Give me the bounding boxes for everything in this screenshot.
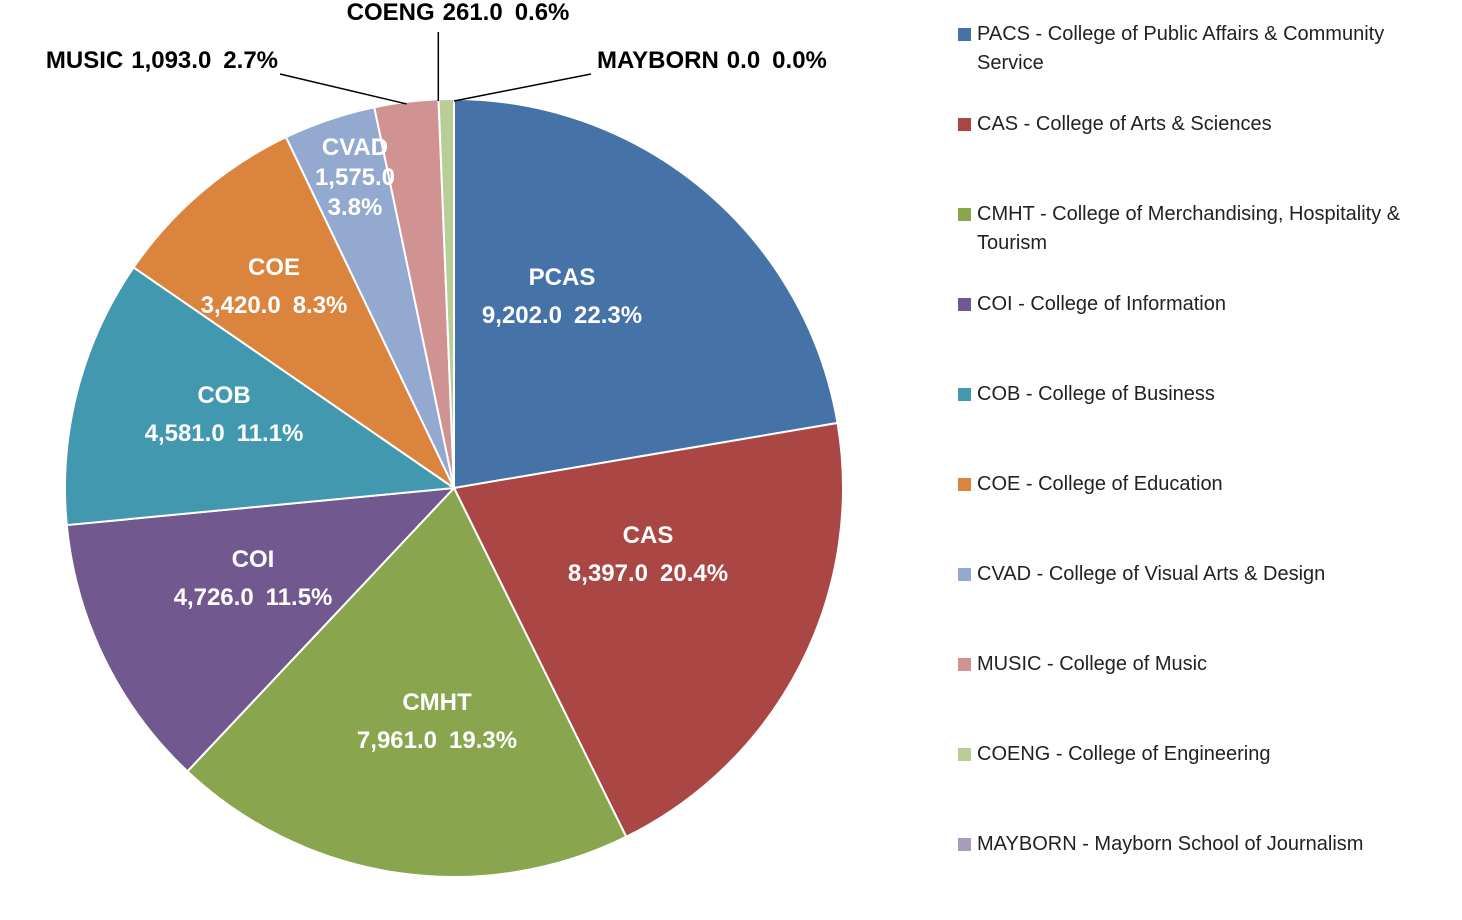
slice-percent: 8.3% [293,292,348,319]
slice-label: CAS 8,397.0 20.4% [568,522,728,587]
legend-swatch [958,298,971,311]
slice-name: MAYBORN [597,47,719,74]
legend-item: CAS - College of Arts & Sciences [958,110,1448,200]
slice-label: COENG 261.0 0.6% [347,0,570,26]
slice-percent: 11.5% [266,584,333,611]
slice-label: CMHT 7,961.0 19.3% [357,689,517,754]
legend-swatch [958,838,971,851]
slice-value: 1,093.0 [131,47,211,74]
slice-percent: 20.4% [660,560,728,587]
leader-line [279,73,407,105]
legend-item: COB - College of Business [958,380,1448,470]
legend-swatch [958,118,971,131]
legend-item: PACS - College of Public Affairs & Commu… [958,20,1448,110]
slice-name: CAS [623,522,674,549]
slice-percent: 3.8% [328,194,383,221]
slice-label: COE 3,420.0 8.3% [201,254,348,319]
slice-name: COI [232,546,275,573]
legend-label: CVAD - College of Visual Arts & Design [977,563,1326,585]
slice-value: 1,575.0 [315,164,395,191]
legend-label: CAS - College of Arts & Sciences [977,113,1272,135]
slice-label: CVAD 1,575.0 3.8% [315,134,395,221]
slice-value: 4,726.0 [174,584,254,611]
legend-item: MUSIC - College of Music [958,650,1448,740]
legend-label: COE - College of Education [977,473,1223,495]
slice-percent: 0.0% [772,47,827,74]
slice-label: COI 4,726.0 11.5% [174,546,333,611]
legend-label: COB - College of Business [977,383,1215,405]
legend-label: COI - College of Information [977,293,1226,315]
slice-label: PCAS 9,202.0 22.3% [482,264,642,329]
slice-name: COB [197,382,250,409]
leader-line [453,73,592,102]
legend-label: COENG - College of Engineering [977,743,1271,765]
pie-slice [64,266,457,527]
slice-percent: 22.3% [574,302,642,329]
slice-value: 261.0 [443,0,503,26]
slice-name: COENG [347,0,435,26]
legend-label: MUSIC - College of Music [977,653,1208,675]
legend-item: COE - College of Education [958,470,1448,560]
chart: PCAS 9,202.0 22.3% CAS 8,397.0 20.4% CMHT 7,961… [46,0,844,877]
slice-name: CMHT [402,689,472,716]
legend-item: COENG - College of Engineering [958,740,1448,830]
pie-slice [186,486,628,877]
page: PCAS 9,202.0 22.3% CAS 8,397.0 20.4% CMHT 7,961… [45,0,1401,877]
slice-value: 9,202.0 [482,302,562,329]
legend-label: CMHT - College of Merchandising, Hospita… [977,203,1401,254]
slice-value: 4,581.0 [145,420,225,447]
slice-percent: 2.7% [223,47,278,74]
slice-percent: 11.1% [237,420,304,447]
slice-value: 3,420.0 [201,292,281,319]
slice-percent: 19.3% [449,727,517,754]
legend-swatch [958,478,971,491]
legend-item: CVAD - College of Visual Arts & Design [958,560,1448,650]
slice-name: PCAS [529,264,596,291]
pie-slice [452,421,844,839]
legend-swatch [958,568,971,581]
slice-label: MUSIC 1,093.0 2.7% [46,47,278,74]
slice-name: CVAD [322,134,388,161]
pie-slice [132,135,457,491]
legend-swatch [958,388,971,401]
slice-label: MAYBORN 0.0 0.0% [597,47,827,74]
slice-label: COB 4,581.0 11.1% [145,382,304,447]
slice-value: 8,397.0 [568,560,648,587]
legend: PACS - College of Public Affairs & Commu… [958,20,1448,920]
legend-item: MAYBORN - Mayborn School of Journalism [958,830,1448,920]
slice-value: 0.0 [727,47,760,74]
legend-label: PACS - College of Public Affairs & Commu… [977,23,1385,74]
legend-swatch [958,748,971,761]
slice-name: COE [248,254,300,281]
legend-label: MAYBORN - Mayborn School of Journalism [977,833,1364,855]
legend-item: COI - College of Information [958,290,1448,380]
legend-swatch [958,658,971,671]
slice-percent: 0.6% [515,0,570,26]
pie-slice [65,486,457,773]
slice-name: MUSIC [46,47,123,74]
pie-slice [453,97,839,490]
slice-value: 7,961.0 [357,727,437,754]
legend-swatch [958,28,971,41]
legend-item: CMHT - College of Merchandising, Hospita… [958,200,1448,290]
legend-swatch [958,208,971,221]
